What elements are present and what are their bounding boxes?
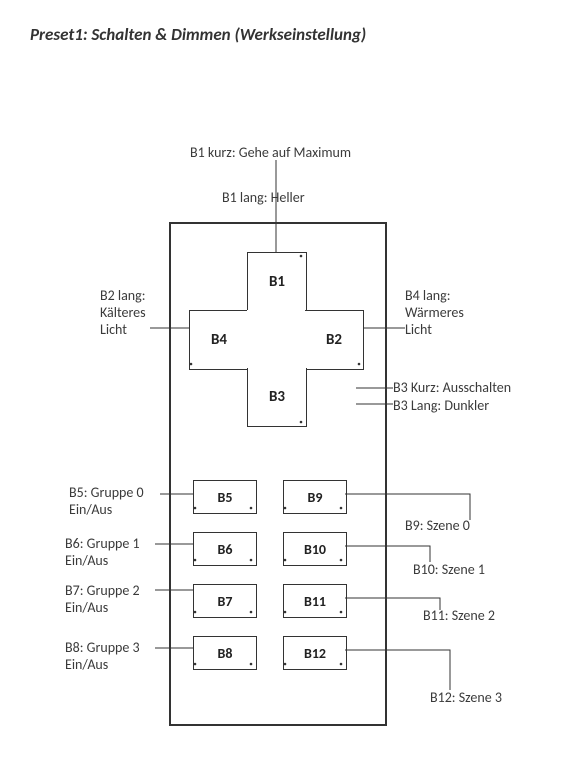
anno-b1-lang: B1 lang: Heller	[222, 190, 305, 207]
anno-b11: B11: Szene 2	[423, 608, 495, 625]
button-b12[interactable]: B12	[283, 636, 347, 670]
button-b5[interactable]: B5	[193, 480, 257, 514]
dpad-center	[247, 310, 305, 368]
anno-b10: B10: Szene 1	[413, 562, 485, 579]
anno-b3-kurz: B3 Kurz: Ausschalten	[393, 380, 511, 397]
page-title: Preset1: Schalten & Dimmen (Werkseinstel…	[30, 24, 366, 45]
button-b11-label: B11	[304, 593, 326, 610]
anno-b4-lang: B4 lang: Wärmeres Licht	[405, 288, 464, 338]
button-b6-label: B6	[218, 541, 233, 558]
dpad-b2[interactable]: B2	[305, 310, 364, 370]
dpad-b2-label: B2	[326, 331, 342, 349]
anno-b7: B7: Gruppe 2 Ein/Aus	[65, 583, 140, 617]
dpad-b1[interactable]: B1	[247, 252, 307, 311]
anno-b9: B9: Szene 0	[405, 518, 470, 535]
button-b7-label: B7	[218, 593, 233, 610]
button-b7[interactable]: B7	[193, 584, 257, 618]
button-b9-label: B9	[308, 489, 323, 506]
anno-b3-lang: B3 Lang: Dunkler	[393, 398, 489, 415]
dpad-b3[interactable]: B3	[247, 368, 307, 427]
button-b6[interactable]: B6	[193, 532, 257, 566]
anno-b6: B6: Gruppe 1 Ein/Aus	[65, 536, 140, 570]
button-b8-label: B8	[218, 645, 233, 662]
dpad-b4[interactable]: B4	[189, 310, 248, 370]
dpad-b4-label: B4	[211, 331, 227, 349]
anno-b5: B5: Gruppe 0 Ein/Aus	[69, 485, 144, 519]
button-b10-label: B10	[304, 541, 326, 558]
anno-b2-lang: B2 lang: Kälteres Licht	[100, 288, 146, 338]
button-b9[interactable]: B9	[283, 480, 347, 514]
button-b11[interactable]: B11	[283, 584, 347, 618]
button-b5-label: B5	[218, 489, 233, 506]
button-b12-label: B12	[304, 645, 326, 662]
button-b10[interactable]: B10	[283, 532, 347, 566]
anno-b1-kurz: B1 kurz: Gehe auf Maximum	[190, 145, 351, 162]
anno-b8: B8: Gruppe 3 Ein/Aus	[65, 640, 140, 674]
anno-b12: B12: Szene 3	[430, 690, 502, 707]
dpad-b3-label: B3	[269, 388, 285, 406]
button-b8[interactable]: B8	[193, 636, 257, 670]
dpad-b1-label: B1	[269, 273, 285, 291]
